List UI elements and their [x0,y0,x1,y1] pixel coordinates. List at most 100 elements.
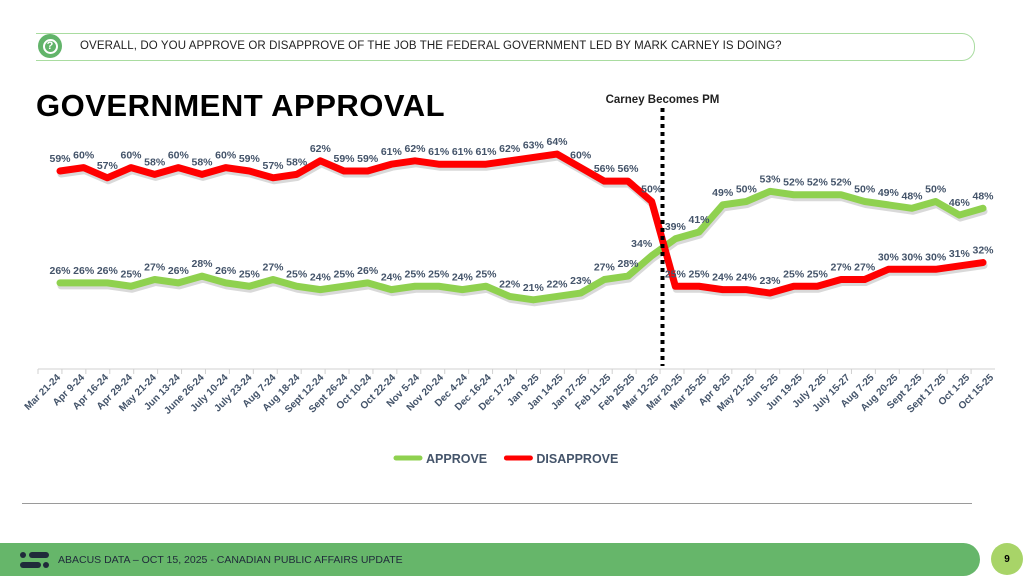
data-point [840,193,842,196]
data-label: 24% [310,272,332,284]
data-point [485,285,487,288]
data-point [295,173,298,176]
data-label: 26% [215,265,237,277]
data-label: 25% [333,268,355,280]
data-label: 25% [807,268,829,280]
data-point [343,170,345,172]
data-label: 30% [878,251,900,263]
data-point [177,166,180,169]
data-point [863,278,866,281]
data-point [887,203,890,206]
data-point [934,268,937,271]
data-label: 25% [286,268,308,280]
data-label: 50% [641,184,663,196]
data-label: 39% [665,221,687,233]
data-label: 48% [972,190,994,202]
data-point [177,281,180,284]
data-point [769,292,771,295]
data-label: 62% [499,143,521,155]
data-label: 26% [49,265,71,277]
data-label: 52% [807,177,829,189]
data-label: 22% [546,278,568,290]
data-label: 59% [333,153,355,165]
data-point [130,285,132,288]
data-label: 27% [594,261,616,273]
data-label: 25% [239,268,261,280]
data-point [627,180,629,183]
data-label: 52% [783,177,805,189]
data-label: 25% [428,268,450,280]
data-label: 24% [712,272,734,284]
data-point [366,170,369,172]
data-point [153,278,156,281]
data-point [698,231,700,234]
data-label: 61% [428,146,450,158]
data-point [911,207,913,210]
data-label: 32% [972,245,994,257]
data-point [532,156,535,159]
data-point [603,180,606,183]
data-point [272,176,274,179]
data-point [745,200,748,203]
data-point [82,281,85,284]
data-point [59,170,61,172]
data-point [911,268,913,271]
data-label: 25% [120,268,142,280]
series-line-approve [56,187,987,304]
data-point [508,295,511,298]
data-label: 50% [925,184,947,196]
data-point [556,153,558,156]
data-label: 25% [665,268,687,280]
data-point [792,285,795,288]
data-point [485,163,487,166]
question-banner [36,33,975,61]
data-point [461,288,464,291]
data-point [745,288,748,291]
data-point [579,166,582,169]
data-label: 59% [357,153,379,165]
data-point [958,214,961,217]
question-text: OVERALL, DO YOU APPROVE OR DISAPPROVE OF… [80,40,782,52]
data-label: 27% [144,261,166,273]
data-label: 52% [830,177,852,189]
data-point [627,275,629,278]
data-point [769,190,771,193]
data-label: 25% [404,268,426,280]
data-label: 56% [594,163,616,175]
data-label: 26% [97,265,119,277]
data-label: 60% [168,150,190,162]
data-point [201,173,203,176]
data-point [390,288,393,291]
data-label: 48% [901,190,923,202]
data-label: 24% [452,272,474,284]
data-label: 49% [878,187,900,199]
data-point [106,281,109,284]
data-point [958,264,961,267]
annotation-label: Carney Becomes PM [606,94,720,106]
data-label: 60% [73,150,95,162]
data-point [272,278,274,281]
data-label: 50% [736,184,758,196]
data-point [721,288,724,291]
data-point [414,285,416,288]
data-label: 62% [404,143,426,155]
data-label: 27% [830,261,852,273]
data-point [248,285,251,288]
legend-label: APPROVE [426,452,487,466]
data-point [390,163,393,166]
data-label: 57% [262,160,284,172]
data-point [982,207,984,210]
data-label: 23% [570,275,592,287]
data-point [414,159,416,162]
data-label: 27% [262,261,284,273]
data-point [508,159,511,162]
series-line-disapprove [56,150,987,297]
data-label: 58% [191,156,213,168]
data-point [153,173,156,176]
data-point [319,159,322,162]
data-point [437,285,440,288]
data-point [556,295,558,298]
data-label: 30% [901,251,923,263]
data-label: 26% [357,265,379,277]
